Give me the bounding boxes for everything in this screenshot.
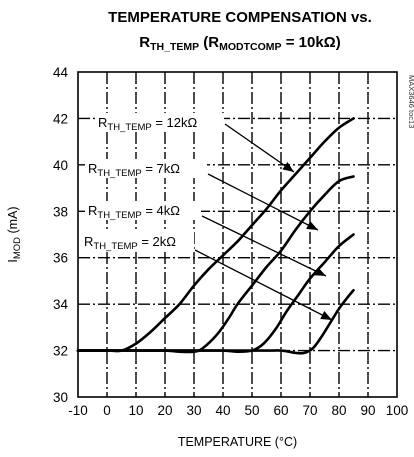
series-annotations: RTH_TEMP = 12kΩ RTH_TEMP = 7kΩ RTH_TEMP = … <box>81 113 333 321</box>
annotation-arrow <box>224 123 295 173</box>
arrowhead <box>314 267 326 276</box>
annotation-arrow <box>201 215 327 277</box>
series-label-1: RTH_TEMP = 12kΩ <box>98 115 198 133</box>
y-axis-label: IMOD (mA) <box>6 206 23 262</box>
y-tick-label: 40 <box>53 158 68 173</box>
y-tick-label: 44 <box>53 65 69 80</box>
y-tick-label: 36 <box>53 251 68 266</box>
series-line-4 <box>76 288 355 355</box>
annotation-background <box>85 159 207 178</box>
x-tick-label: 50 <box>244 403 259 418</box>
x-tick-label: 90 <box>360 403 375 418</box>
x-tick-label: 30 <box>186 403 201 418</box>
chart-title-line-1: TEMPERATURE COMPENSATION vs. <box>108 9 372 26</box>
x-axis-label: TEMPERATURE (°C) <box>178 435 297 449</box>
annotation-arrow <box>194 249 333 321</box>
arrowhead <box>320 311 332 320</box>
x-tick-label: 20 <box>157 403 172 418</box>
axis-labels: TEMPERATURE (°C) IMOD (mA) <box>6 206 297 449</box>
annotation-arrow <box>207 173 319 231</box>
chart-title: TEMPERATURE COMPENSATION vs. RTH_TEMP (RM… <box>108 9 372 53</box>
series-label-3: RTH_TEMP = 4kΩ <box>88 203 180 221</box>
y-tick-label: 34 <box>53 297 69 312</box>
tick-labels: -10 0 10 20 30 40 50 60 70 80 90 100 30 32 34 36 38 40 42 4… <box>53 65 408 418</box>
y-tick-label: 30 <box>53 390 68 405</box>
annotation-background <box>85 201 201 220</box>
series-line-1 <box>76 117 355 353</box>
x-tick-label: 10 <box>128 403 143 418</box>
series-lines <box>76 117 355 355</box>
annotation-background <box>95 113 224 132</box>
y-tick-label: 38 <box>53 204 68 219</box>
x-tick-label: 40 <box>215 403 230 418</box>
y-tick-label: 42 <box>53 111 68 126</box>
x-tick-label: 0 <box>103 403 111 418</box>
series-label-4: RTH_TEMP = 2kΩ <box>84 234 176 252</box>
x-tick-label: 60 <box>273 403 288 418</box>
x-tick-label: 80 <box>331 403 346 418</box>
x-tick-label: 100 <box>386 403 409 418</box>
annotation-background <box>81 232 194 251</box>
figure-id: MAX3646 toc13 <box>407 75 414 128</box>
x-tick-label: 70 <box>302 403 317 418</box>
series-label-2: RTH_TEMP = 7kΩ <box>88 161 180 179</box>
y-tick-label: 32 <box>53 344 68 359</box>
plot-frame <box>77 71 398 398</box>
chart-title-line-2: RTH_TEMP (RMODTCOMP = 10kΩ) <box>139 34 340 53</box>
arrowhead <box>306 221 318 230</box>
x-tick-label: -10 <box>68 403 88 418</box>
arrowhead <box>282 162 294 172</box>
